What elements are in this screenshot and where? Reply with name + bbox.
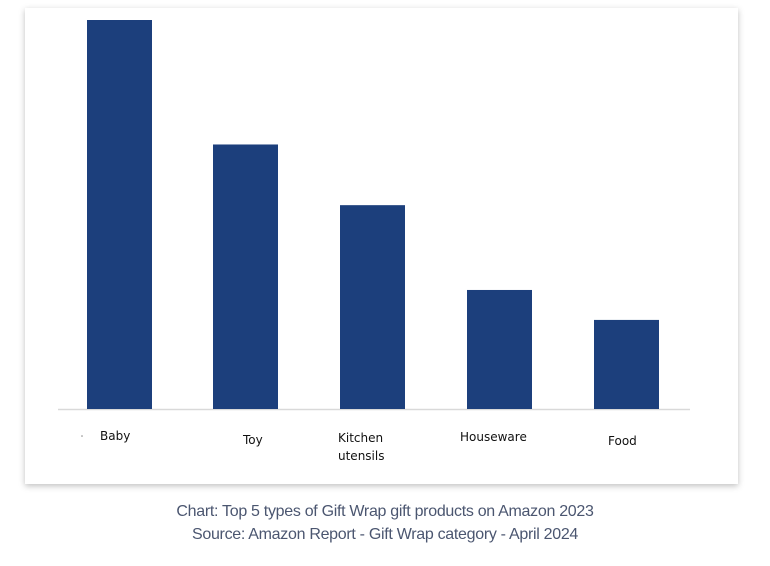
chart-caption-title: Chart: Top 5 types of Gift Wrap gift pro… <box>176 503 594 520</box>
bar-2 <box>340 205 405 409</box>
bar-1 <box>213 144 278 410</box>
x-tick-label-0: Baby <box>100 429 130 443</box>
stray-dot <box>81 435 83 437</box>
x-tick-label-4: Food <box>608 434 637 448</box>
chart-caption-source: Source: Amazon Report - Gift Wrap catego… <box>191 526 579 543</box>
x-tick-label-1: Toy <box>242 433 263 447</box>
bar-3 <box>467 289 532 409</box>
bar-4 <box>594 319 659 409</box>
x-tick-label-2: Kitchen utensils <box>338 431 384 463</box>
x-tick-label-3: Houseware <box>460 430 527 444</box>
bar-chart: Baby Toy Kitchen utensils Houseware Food <box>58 20 690 463</box>
bar-0 <box>87 20 152 409</box>
